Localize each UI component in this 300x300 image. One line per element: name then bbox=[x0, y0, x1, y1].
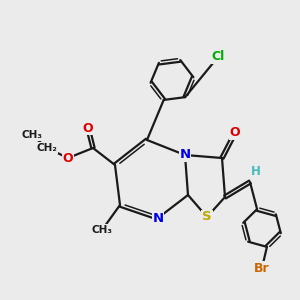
Text: O: O bbox=[63, 152, 73, 164]
Text: CH₃: CH₃ bbox=[92, 225, 112, 235]
Text: Br: Br bbox=[254, 262, 270, 275]
Text: N: N bbox=[152, 212, 164, 224]
Text: O: O bbox=[230, 127, 240, 140]
Text: O: O bbox=[83, 122, 93, 134]
Text: H: H bbox=[250, 165, 260, 178]
Text: Cl: Cl bbox=[212, 50, 225, 64]
Text: N: N bbox=[179, 148, 191, 161]
Text: S: S bbox=[202, 211, 212, 224]
Text: CH₂: CH₂ bbox=[37, 143, 57, 153]
Text: CH₃: CH₃ bbox=[22, 130, 43, 140]
